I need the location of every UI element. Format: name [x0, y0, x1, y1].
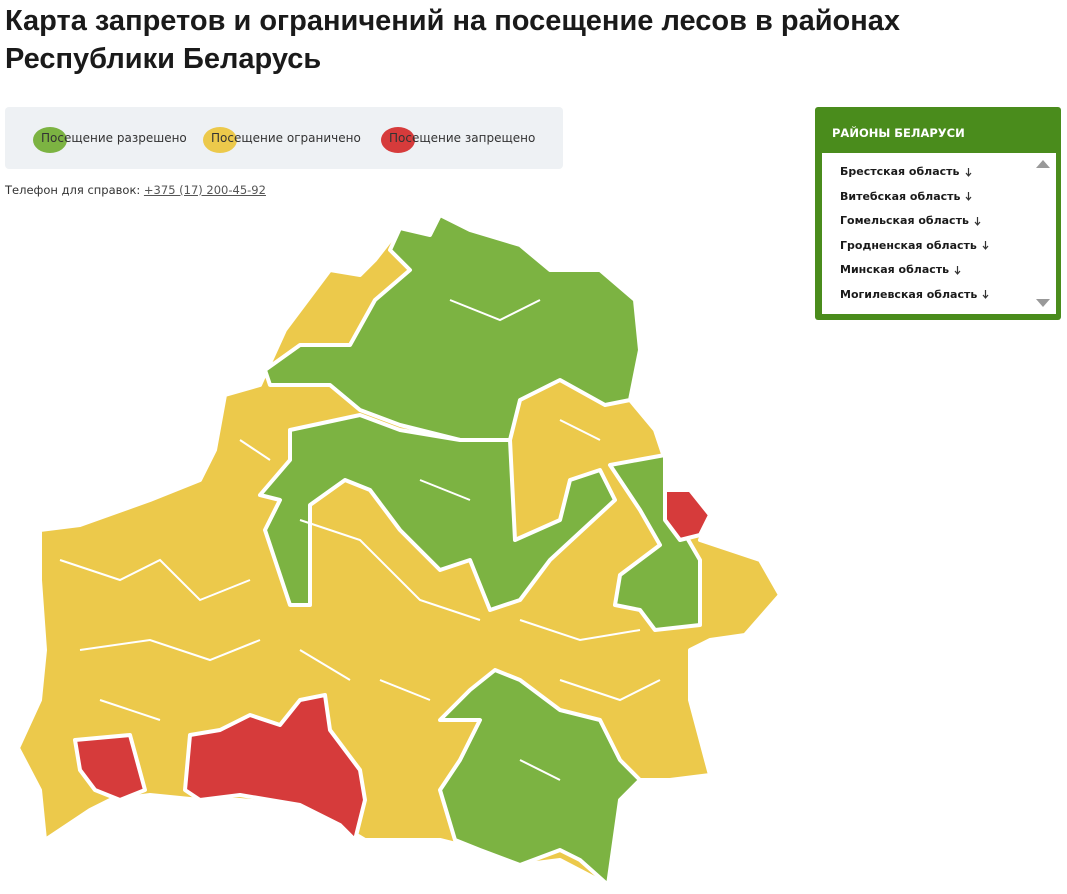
region-allowed — [263, 213, 642, 442]
sidebar: РАЙОНЫ БЕЛАРУСИ Брестская область Витебск… — [815, 107, 1061, 320]
region-link[interactable]: Брестская область — [840, 165, 972, 178]
region-forbidden — [183, 693, 367, 842]
arrow-icon — [965, 167, 971, 177]
region-link-label: Гомельская область — [840, 214, 969, 227]
contact-label: Телефон для справок: — [5, 183, 141, 197]
phone-link[interactable]: +375 (17) 200-45-92 — [143, 183, 266, 197]
region-allowed — [438, 668, 642, 887]
legend-label: Посещение запрещено — [389, 131, 536, 145]
sidebar-title: РАЙОНЫ БЕЛАРУСИ — [832, 126, 965, 140]
legend: Посещение разрешено Посещение ограничено… — [5, 107, 563, 169]
district-borders — [59, 299, 661, 781]
arrow-icon — [982, 290, 989, 299]
region-link-label: Брестская область — [840, 165, 960, 178]
arrow-icon — [982, 241, 989, 250]
page-title: Карта запретов и ограничений на посещени… — [5, 5, 901, 75]
contact: Телефон для справок: +375 (17) 200-45-92 — [5, 183, 266, 197]
legend-label: Посещение разрешено — [41, 131, 187, 145]
region-link[interactable]: Витебская область — [840, 190, 972, 203]
arrow-icon — [974, 216, 981, 226]
region-link-label: Гродненская область — [840, 238, 977, 252]
region-allowed — [258, 413, 617, 612]
region-list: Брестская область Витебская область Гомель… — [822, 153, 1056, 314]
region-link[interactable]: Гродненская область — [840, 239, 989, 252]
region-link-label: Могилевская область — [840, 287, 978, 301]
region-link[interactable]: Гомельская область — [840, 214, 981, 227]
forest-map — [16, 213, 782, 887]
region-forbidden — [663, 488, 712, 542]
scroll-down[interactable] — [1036, 298, 1050, 308]
legend-label: Посещение ограничено — [211, 131, 361, 145]
region-link[interactable]: Могилевская область — [840, 288, 989, 301]
scroll-up[interactable] — [1036, 159, 1050, 169]
region-link[interactable]: Минская область — [840, 263, 961, 276]
legend-swatch — [33, 127, 67, 153]
region-link-label: Минская область — [840, 263, 950, 276]
legend-swatch — [381, 127, 415, 153]
region-link-label: Витебская область — [840, 189, 961, 203]
arrow-icon — [966, 192, 972, 201]
arrow-icon — [954, 265, 961, 275]
legend-swatch — [203, 127, 237, 153]
region-forbidden — [73, 733, 147, 802]
